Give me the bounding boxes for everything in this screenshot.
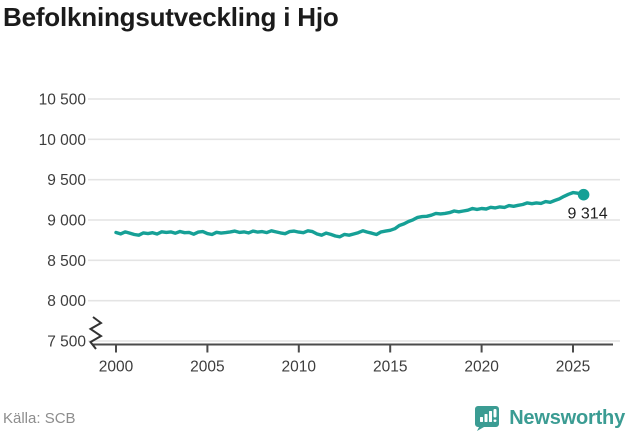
population-line — [114, 190, 586, 239]
chart-title: Befolkningsutveckling i Hjo — [3, 2, 339, 32]
x-tick-label: 2015 — [373, 359, 407, 376]
end-value-label: 9 314 — [568, 206, 608, 223]
x-tick-label: 2010 — [282, 359, 317, 376]
x-tick-label: 2005 — [190, 359, 224, 376]
newsworthy-bubble-chart-icon — [475, 406, 500, 431]
x-tick-label: 2020 — [464, 359, 499, 376]
x-tick-label: 2025 — [556, 359, 590, 376]
y-tick-label: 9 000 — [47, 213, 86, 230]
newsworthy-wordmark: Newsworthy — [509, 406, 625, 429]
axis-break-zigzag — [88, 316, 103, 350]
end-point-dot — [577, 188, 590, 201]
x-tick-label: 2000 — [99, 359, 134, 376]
y-tick-label: 7 500 — [47, 334, 86, 351]
newsworthy-logo[interactable]: Newsworthy — [472, 403, 625, 433]
y-tick-label: 9 500 — [47, 172, 86, 189]
y-tick-label: 10 500 — [39, 92, 87, 109]
source-label: Källa: SCB — [3, 409, 76, 427]
y-tick-label: 8 000 — [47, 293, 86, 310]
y-tick-label: 8 500 — [47, 253, 86, 270]
y-tick-label: 10 000 — [39, 132, 87, 149]
chart-footer: Källa: SCB Newsworthy — [0, 401, 631, 435]
